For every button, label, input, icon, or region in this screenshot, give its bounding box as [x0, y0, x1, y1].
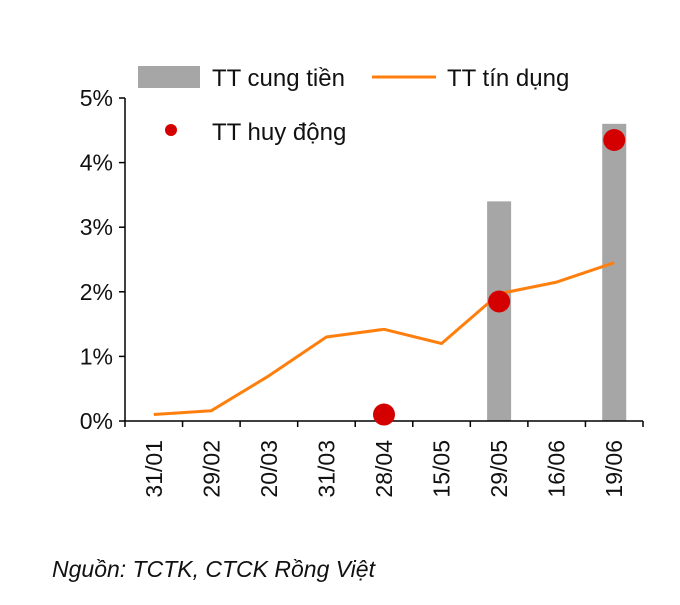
x-axis-ticks: 31/01 29/02 20/03 31/03 28/04 15/05 29/05 16/06…: [124, 421, 644, 498]
dot-19-06: [603, 128, 626, 151]
x-tick-label: 15/05: [429, 440, 455, 498]
y-tick-label: 3%: [80, 214, 113, 240]
y-tick-label: 4%: [80, 150, 113, 176]
y-tick-label: 1%: [80, 343, 113, 369]
x-tick-label: 31/01: [141, 440, 167, 498]
x-tick-label: 28/04: [371, 440, 397, 498]
source-note: Nguồn: TCTK, CTCK Rồng Việt: [52, 556, 375, 582]
legend-swatch-money-supply: [138, 66, 200, 88]
x-tick-label: 20/03: [256, 440, 282, 498]
y-axis-ticks: 0% 1% 2% 3% 4% 5%: [80, 85, 125, 434]
x-tick-label: 29/05: [486, 440, 512, 498]
x-tick-label: 16/06: [544, 440, 570, 498]
y-tick-label: 0%: [80, 408, 113, 434]
bar-series-money-supply: [487, 123, 627, 421]
dot-28-04: [373, 403, 395, 426]
legend-swatch-deposit-growth: [165, 124, 177, 136]
y-tick-label: 2%: [80, 279, 113, 305]
scatter-series-deposit-growth: [373, 128, 626, 426]
legend: TT cung tiền TT tín dụng TT huy động: [138, 65, 569, 146]
legend-label-money-supply: TT cung tiền: [212, 65, 345, 92]
legend-label-credit-growth: TT tín dụng: [447, 65, 569, 92]
line-series-credit-growth: [153, 261, 615, 416]
x-tick-label: 19/06: [601, 440, 627, 498]
axes: [124, 98, 643, 422]
y-tick-label: 5%: [80, 85, 113, 111]
dot-29-05: [488, 290, 511, 313]
bar-19-06: [602, 123, 627, 421]
legend-label-deposit-growth: TT huy động: [212, 119, 346, 146]
x-tick-label: 29/02: [198, 440, 224, 498]
x-tick-label: 31/03: [313, 440, 339, 498]
